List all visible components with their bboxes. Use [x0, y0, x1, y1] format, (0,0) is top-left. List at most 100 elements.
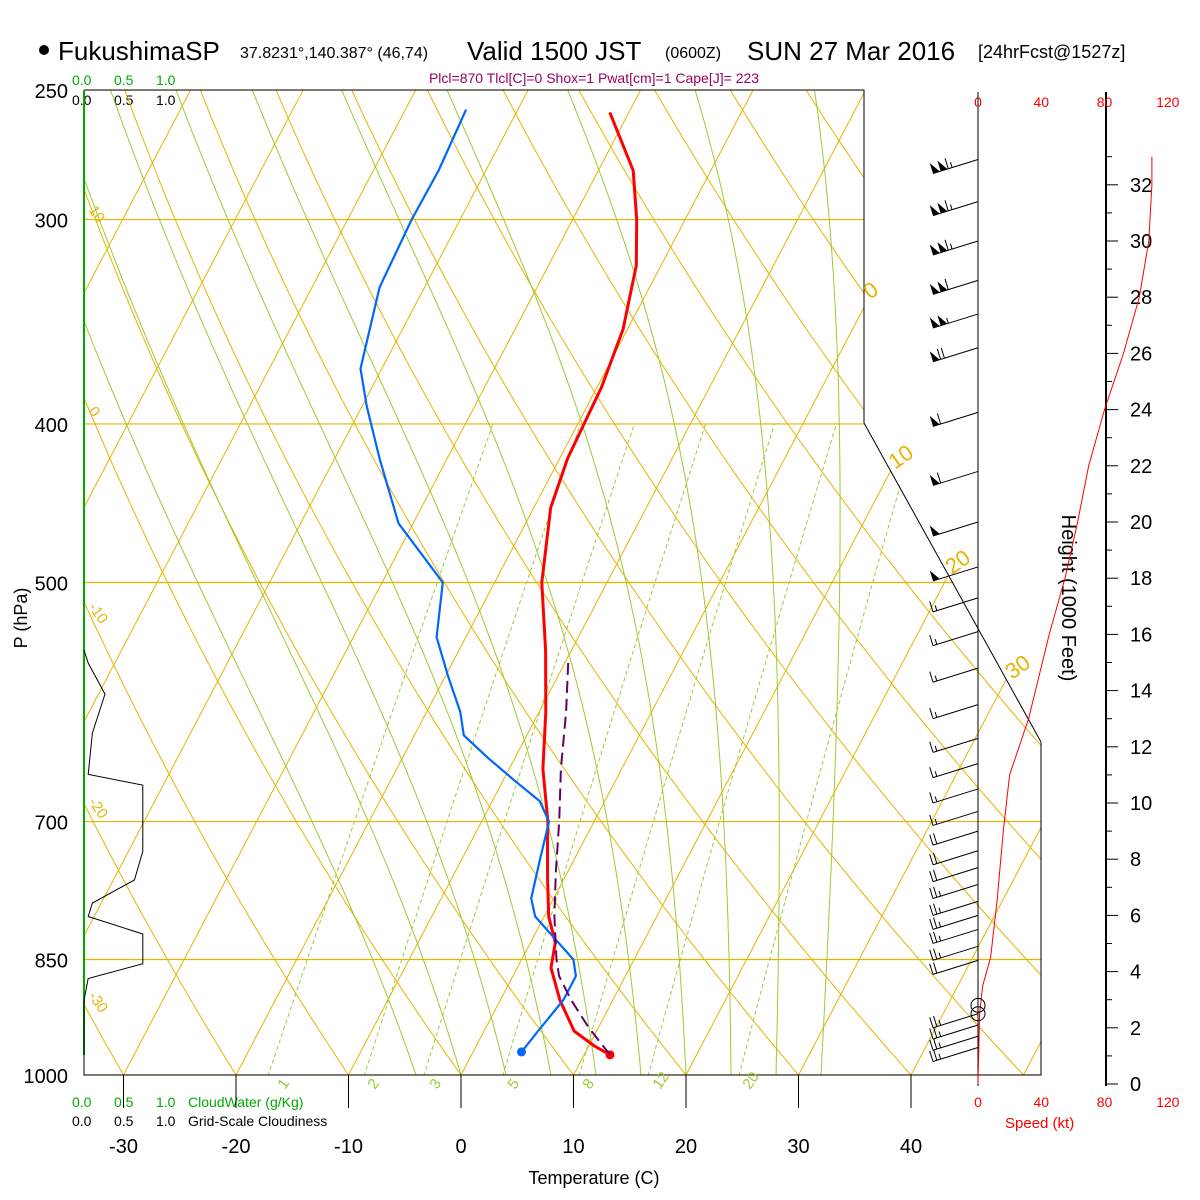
- mixing-ratio-label: 1: [274, 1076, 293, 1093]
- cloudwater-tick-top-2: 1.0: [156, 72, 176, 88]
- pressure-tick-label: 1000: [24, 1066, 69, 1088]
- cloudwater-label: CloudWater (g/Kg): [188, 1094, 303, 1110]
- dry-adiabat: [283, 90, 1024, 1075]
- wind-barb: [929, 884, 979, 899]
- wind-barb: [929, 239, 979, 256]
- height-tick-label: 28: [1130, 287, 1152, 309]
- isotherm: [84, 90, 500, 1075]
- sounding-series: [359, 109, 639, 1060]
- wind-speed-line: [977, 156, 1153, 1085]
- moist-adiabat: [110, 90, 507, 1075]
- wind-barb: [929, 914, 979, 930]
- isotherm: [84, 90, 612, 1075]
- wind-barb: [929, 788, 979, 804]
- valid-date: SUN 27 Mar 2016: [747, 36, 955, 66]
- isotherm: [84, 90, 162, 1075]
- isotherm: [1004, 90, 1041, 1075]
- speed-tick-bottom: 80: [1097, 1094, 1113, 1110]
- parcel-line: [553, 662, 611, 1056]
- height-tick-label: 16: [1130, 624, 1152, 646]
- height-tick-label: 8: [1130, 849, 1141, 871]
- temperature-tick-label: -20: [222, 1136, 251, 1158]
- valid-zulu: (0600Z): [665, 45, 721, 62]
- y-axis-title: P (hPa): [11, 588, 31, 649]
- speed-tick-top: 0: [974, 94, 982, 110]
- stability-indices: Plcl=870 Tlcl[C]=0 Shox=1 Pwat[cm]=1 Cap…: [429, 70, 759, 86]
- height-tick-label: 24: [1130, 400, 1152, 422]
- moist-adiabat: [84, 90, 462, 1075]
- speed-tick-bottom: 0: [974, 1094, 982, 1110]
- wind-barb: [929, 1035, 979, 1051]
- wind-barb: [929, 830, 979, 846]
- isotherm-label-right: 0: [859, 277, 883, 305]
- cloudiness-label: Grid-Scale Cloudiness: [188, 1113, 327, 1129]
- isotherm: [84, 90, 275, 1075]
- isotherm: [1118, 0, 1200, 1110]
- isotherm: [329, 90, 950, 1075]
- temperature-tick-label: -10: [334, 1136, 363, 1158]
- dry-adiabat: [993, 90, 1041, 1075]
- cloudiness-profile: [83, 650, 144, 1075]
- cloudiness-tick-top-1: 0.5: [114, 92, 134, 108]
- speed-axis-title: Speed (kt): [1005, 1115, 1074, 1132]
- cloudiness-tick-top-0: 0.0: [72, 92, 92, 108]
- isotherm-label: 10: [85, 203, 108, 226]
- dry-adiabat: [354, 90, 1041, 1075]
- mixing-ratio-label: 20: [739, 1069, 762, 1092]
- dry-adiabat: [851, 90, 1041, 1075]
- temperature-tick-label: 0: [455, 1136, 466, 1158]
- dry-adiabat: [84, 90, 687, 1075]
- pressure-tick-label: 700: [35, 813, 68, 835]
- station-dot: [39, 45, 49, 55]
- moist-adiabat: [814, 90, 841, 1075]
- isotherm: [104, 90, 725, 1075]
- height-tick-label: 12: [1130, 737, 1152, 759]
- dry-adiabat: [1136, 0, 1200, 1075]
- isotherm-label-right: 20: [941, 545, 975, 580]
- isotherm: [892, 90, 1041, 1075]
- pressure-tick-label: 250: [35, 81, 68, 103]
- height-axis-title: Height (1000 Feet): [1057, 515, 1079, 682]
- temperature-tick-label: 40: [900, 1136, 922, 1158]
- wind-barb: [929, 411, 979, 427]
- wind-barb: [929, 959, 979, 975]
- speed-tick-top: 120: [1156, 94, 1180, 110]
- wind-barb: [929, 347, 979, 363]
- wind-barb: [929, 1013, 979, 1029]
- cloudwater-tick-top-1: 0.5: [114, 72, 134, 88]
- speed-tick-top: 80: [1097, 94, 1113, 110]
- height-tick-label: 26: [1130, 343, 1152, 365]
- station-coords: 37.8231°,140.387° (46,74): [240, 45, 428, 62]
- wind-barb: [929, 704, 979, 720]
- height-tick-label: 18: [1130, 568, 1152, 590]
- isotherm-label: -10: [85, 600, 111, 628]
- moist-adiabat: [341, 90, 642, 1075]
- dry-adiabat: [141, 90, 799, 1075]
- moist-adiabat: [251, 90, 597, 1075]
- dry-adiabat: [425, 90, 1041, 1075]
- mixing-ratio-label: 2: [364, 1076, 383, 1093]
- dry-adiabat: [709, 90, 1041, 1075]
- wind-barb: [929, 1046, 979, 1062]
- wind-barb: [929, 900, 979, 916]
- temperature-tick-label: 10: [562, 1136, 584, 1158]
- cloudiness-line: [83, 650, 144, 1075]
- temperature-tick-label: -30: [109, 1136, 138, 1158]
- pressure-tick-label: 500: [35, 574, 68, 596]
- temperature-tick-label: 30: [787, 1136, 809, 1158]
- pressure-tick-label: 400: [35, 415, 68, 437]
- wind-barb: [929, 470, 979, 486]
- wind-barb: [929, 566, 979, 582]
- wind-barb: [929, 278, 979, 295]
- dry-adiabat: [0, 0, 11, 1075]
- cloudwater-tick-top-0: 0.0: [72, 72, 92, 88]
- moist-adiabat: [84, 90, 417, 1075]
- wind-barb: [929, 521, 979, 537]
- dewpoint-line: [359, 109, 578, 1053]
- speed-tick-bottom: 40: [1033, 1094, 1049, 1110]
- pressure-tick-label: 300: [35, 211, 68, 233]
- wind-barb: [929, 928, 979, 944]
- dry-adiabat: [84, 90, 462, 1075]
